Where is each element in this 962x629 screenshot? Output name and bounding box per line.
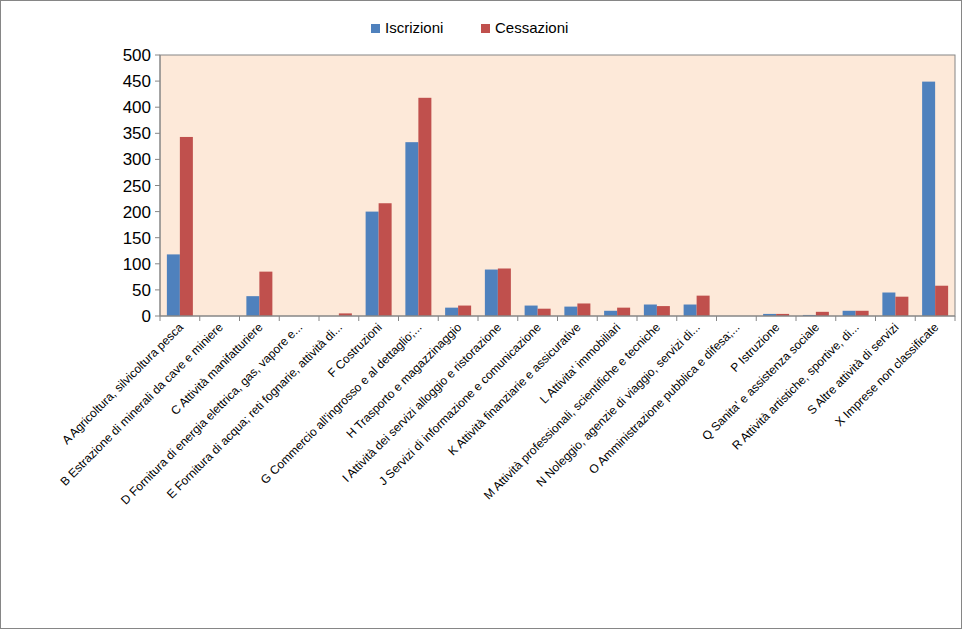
bar (180, 137, 193, 316)
chart-frame (1, 1, 962, 629)
bars (167, 82, 948, 316)
bar (697, 296, 710, 316)
x-tick (319, 316, 320, 321)
x-tick-label: M Attività professionali, scientifiche e… (481, 320, 663, 502)
y-tick (155, 316, 160, 317)
y-tick-label: 200 (123, 203, 151, 222)
bar (445, 308, 458, 316)
x-tick (239, 316, 240, 321)
bar (538, 309, 551, 316)
y-tick (155, 263, 160, 264)
bar (458, 306, 471, 316)
y-tick (155, 185, 160, 186)
x-tick (597, 316, 598, 321)
bar (684, 305, 697, 316)
plot-area (160, 55, 955, 316)
x-tick-label: E Fornitura di acqua; reti fognarie, att… (164, 320, 345, 501)
bar (935, 286, 948, 316)
plot-frame (160, 55, 955, 316)
bar (843, 311, 856, 316)
x-tick (835, 316, 836, 321)
x-tick (199, 316, 200, 321)
x-tick (915, 316, 916, 321)
chart: 050100150200250300350400450500A Agricolt… (0, 0, 962, 629)
x-tick (398, 316, 399, 321)
legend-label: Iscrizioni (385, 19, 443, 36)
y-tick-label: 150 (123, 229, 151, 248)
bar (644, 305, 657, 316)
x-tick-label: O Amministrazione pubblica e difesa;... (586, 320, 743, 477)
x-tick (478, 316, 479, 321)
x-tick (875, 316, 876, 321)
y-tick-label: 0 (142, 307, 151, 326)
y-tick-label: 100 (123, 255, 151, 274)
bar (498, 268, 511, 316)
bar (657, 306, 670, 316)
bar (379, 203, 392, 316)
x-tick (358, 316, 359, 321)
bar (617, 308, 630, 316)
legend-label: Cessazioni (495, 19, 568, 36)
bar (922, 82, 935, 316)
y-tick (155, 289, 160, 290)
bar (577, 303, 590, 316)
bar (405, 142, 418, 316)
y-tick-label: 450 (123, 72, 151, 91)
x-tick (160, 316, 161, 321)
bar (418, 98, 431, 316)
bar (604, 311, 617, 316)
y-tick (155, 55, 160, 56)
y-tick-label: 400 (123, 98, 151, 117)
bar (856, 311, 869, 316)
bar (564, 307, 577, 316)
x-tick-label: D Fornitura di energia elettrica, gas, v… (118, 320, 305, 507)
x-tick (637, 316, 638, 321)
x-tick (756, 316, 757, 321)
y-tick (155, 237, 160, 238)
y-tick-label: 50 (132, 281, 151, 300)
bar (882, 293, 895, 316)
x-tick (557, 316, 558, 321)
x-tick-label: X Imprese non classificate (832, 320, 941, 429)
y-tick (155, 107, 160, 108)
x-tick (716, 316, 717, 321)
x-tick (517, 316, 518, 321)
bar (167, 254, 180, 316)
bar (525, 306, 538, 316)
bar (895, 297, 908, 316)
y-tick (155, 159, 160, 160)
y-tick-label: 300 (123, 150, 151, 169)
bar (246, 296, 259, 316)
bar (366, 212, 379, 316)
x-tick-label: I Attività dei servizi alloggio e ristor… (339, 320, 504, 485)
bar (816, 312, 829, 316)
x-tick (438, 316, 439, 321)
y-tick-label: 350 (123, 124, 151, 143)
x-tick (796, 316, 797, 321)
bar (485, 270, 498, 316)
y-tick (155, 81, 160, 82)
y-tick-label: 500 (123, 46, 151, 65)
x-tick (279, 316, 280, 321)
y-tick (155, 211, 160, 212)
y-tick (155, 133, 160, 134)
x-tick (676, 316, 677, 321)
legend: Iscrizioni Cessazioni (371, 19, 568, 36)
legend-swatch (371, 24, 380, 33)
legend-swatch (481, 24, 490, 33)
x-tick (955, 316, 956, 321)
bar (259, 272, 272, 316)
y-tick-label: 250 (123, 177, 151, 196)
x-tick-label: N Noleggio, agenzie di viaggio, servizi … (533, 320, 702, 489)
